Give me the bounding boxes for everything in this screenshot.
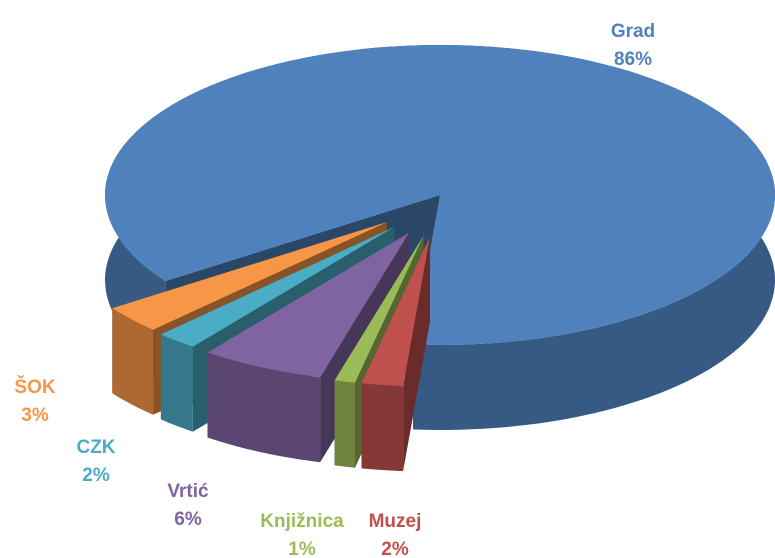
slice-side (334, 380, 355, 468)
slice-side (361, 383, 404, 472)
slice (105, 45, 775, 345)
slice-side (207, 352, 321, 463)
category-label: Vrtić (167, 481, 209, 502)
slice (334, 235, 424, 383)
value-label: 6% (174, 509, 202, 530)
value-label: 1% (288, 539, 316, 558)
category-label: CZK (76, 437, 115, 458)
value-label: 2% (82, 465, 110, 486)
value-label: 86% (614, 49, 652, 70)
slice-side (112, 308, 154, 415)
category-label: Muzej (369, 511, 422, 532)
slice (207, 232, 410, 378)
category-label: ŠOK (14, 376, 55, 398)
slice (361, 236, 430, 387)
slice (112, 222, 387, 330)
category-label: Knjižnica (260, 511, 344, 532)
category-label: Grad (611, 21, 655, 42)
slice (160, 226, 395, 347)
value-label: 3% (21, 405, 49, 426)
value-label: 2% (381, 539, 409, 558)
slice-side (160, 334, 193, 432)
